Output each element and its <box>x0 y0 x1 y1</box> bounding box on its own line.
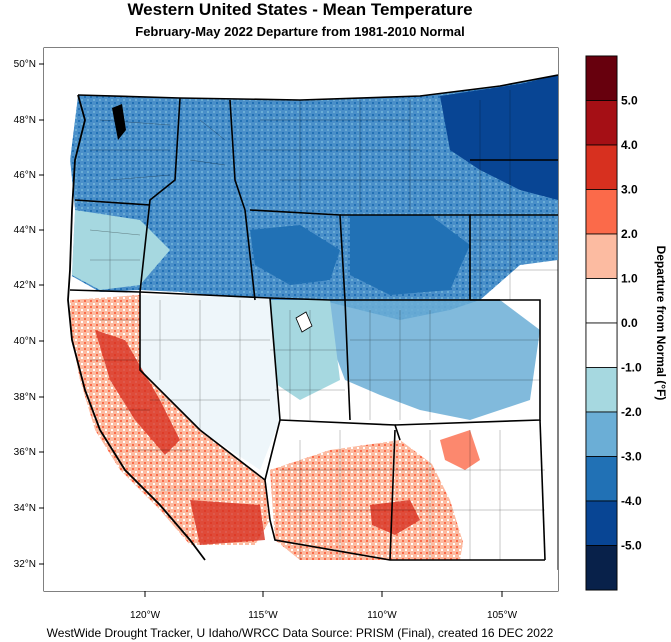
puget-sound <box>112 104 126 140</box>
colorbar-tick-label: -2.0 <box>621 405 642 419</box>
lat-label: 44°N <box>14 225 36 236</box>
warm-region-central-valley <box>95 330 180 455</box>
colorbar-tick-label: 2.0 <box>621 227 638 241</box>
great-salt-lake <box>295 311 313 333</box>
map-subtitle: February-May 2022 Departure from 1981-20… <box>135 24 465 39</box>
colorbar-cells <box>585 55 618 591</box>
colorbar-labels: 5.0 4.0 3.0 2.0 1.0 0.0 -1.0 -2.0 -3.0 -4.0 -5.0 <box>621 94 642 553</box>
canada <box>44 48 558 100</box>
mexico <box>190 545 558 591</box>
colorbar-tick-label: -3.0 <box>621 450 642 464</box>
colorbar-cell <box>585 411 618 457</box>
colorbar-tick-label: 4.0 <box>621 138 638 152</box>
lon-label: 115°W <box>248 610 278 621</box>
colorbar: 5.0 4.0 3.0 2.0 1.0 0.0 -1.0 -2.0 -3.0 -4.0 -5.0 D… <box>585 55 668 591</box>
neutral-nv <box>140 295 280 470</box>
colorbar-cell <box>585 100 618 146</box>
cool-region-co <box>330 300 540 420</box>
warm-region-socal <box>190 500 265 545</box>
lat-label: 40°N <box>14 336 36 347</box>
lon-axis: 120°W 115°W 110°W 105°W <box>130 591 518 621</box>
lat-label: 38°N <box>14 392 36 403</box>
ocean <box>44 48 205 591</box>
lat-label: 48°N <box>14 115 36 126</box>
colorbar-cell <box>585 144 618 190</box>
colorbar-cell <box>585 500 618 546</box>
colorbar-tick-label: 3.0 <box>621 183 638 197</box>
lon-label: 120°W <box>130 610 161 621</box>
colorbar-cell <box>585 278 618 324</box>
colorbar-tick-label: -1.0 <box>621 361 642 375</box>
cool-region-deep-wy <box>250 225 340 285</box>
colorbar-cell <box>585 322 618 368</box>
colorbar-cell <box>585 189 618 235</box>
lat-label: 46°N <box>14 170 36 181</box>
lat-axis: 50°N 48°N 46°N 44°N 42°N 40°N 38°N 36°N … <box>14 59 44 570</box>
colorbar-cell <box>585 367 618 413</box>
lon-label: 105°W <box>487 610 518 621</box>
colorbar-tick-label: -5.0 <box>621 539 642 553</box>
colorbar-tick-label: 1.0 <box>621 272 638 286</box>
lat-label: 32°N <box>14 559 36 570</box>
county-lines <box>89 90 558 560</box>
map-title: Western United States - Mean Temperature <box>127 0 473 19</box>
colorbar-tick-label: 5.0 <box>621 94 638 108</box>
colorbar-cell <box>585 233 618 279</box>
lon-label: 110°W <box>367 610 397 621</box>
colorbar-title: Departure from Normal (°F) <box>654 246 668 401</box>
lat-label: 50°N <box>14 59 36 70</box>
lat-label: 34°N <box>14 503 36 514</box>
cool-region-mid-wy <box>350 215 470 295</box>
data-credit: WestWide Drought Tracker, U Idaho/WRCC D… <box>46 626 554 640</box>
warm-region-az-hot <box>370 500 420 535</box>
cool-region-deep-ne <box>440 75 558 200</box>
colorbar-cell <box>585 55 618 101</box>
colorbar-tick-label: 0.0 <box>621 316 638 330</box>
map-layer <box>44 48 558 591</box>
lat-label: 36°N <box>14 447 36 458</box>
colorbar-cell <box>585 456 618 502</box>
lat-label: 42°N <box>14 280 36 291</box>
coastline <box>67 94 206 561</box>
colorbar-cell <box>585 545 618 591</box>
colorbar-tick-label: -4.0 <box>621 494 642 508</box>
cool-region-light-nw <box>72 210 170 290</box>
